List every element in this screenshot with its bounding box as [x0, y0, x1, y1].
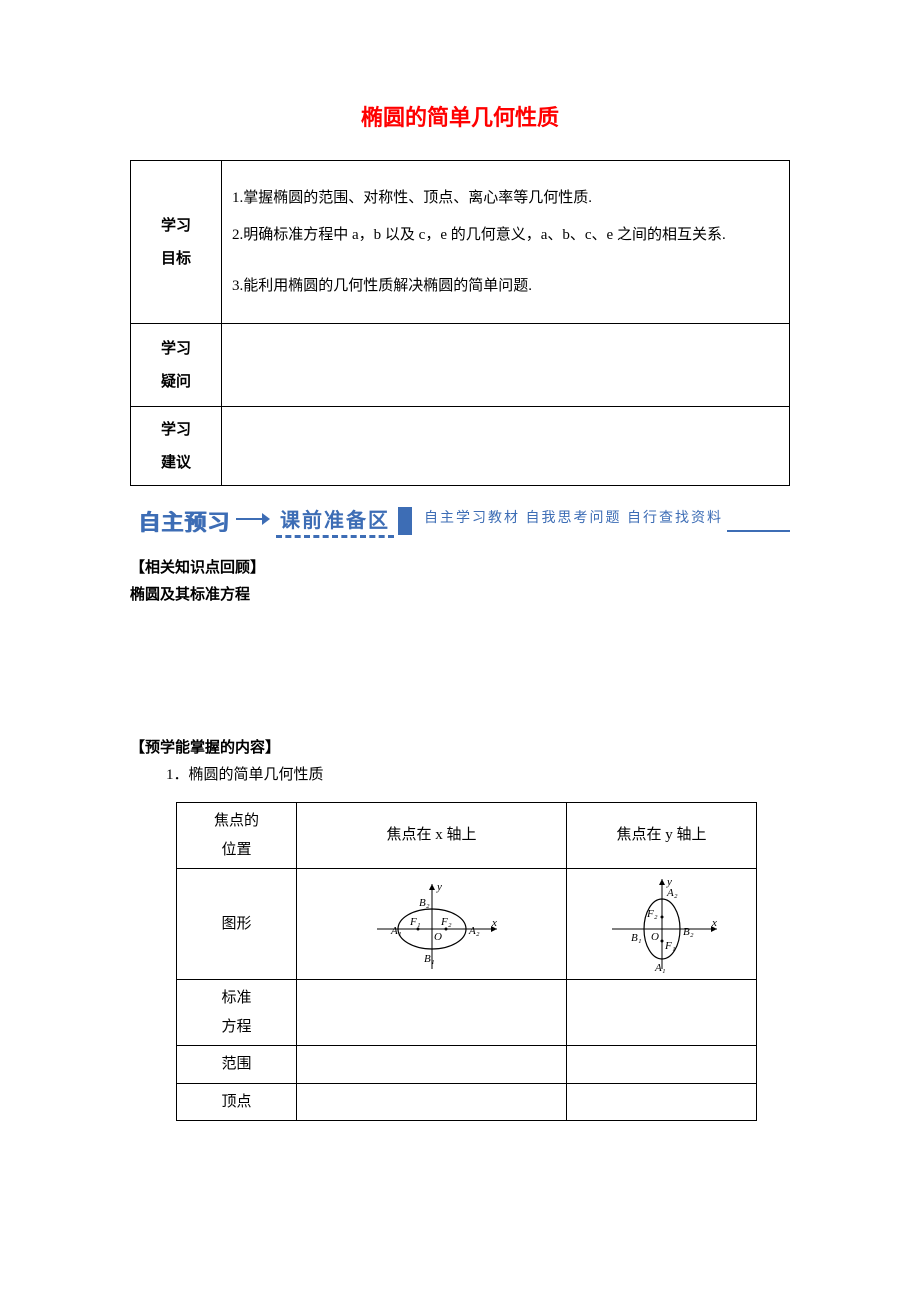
spacer	[130, 606, 790, 726]
advice-cell	[222, 407, 790, 486]
prop-row-eq-label: 标准 方程	[177, 980, 297, 1046]
questions-cell	[222, 324, 790, 407]
prop-header-label: 焦点的 位置	[177, 803, 297, 869]
prop-header-x: 焦点在 x 轴上	[297, 803, 567, 869]
prop-row-figure-label: 图形	[177, 869, 297, 980]
objective-1: 1.掌握椭圆的范围、对称性、顶点、离心率等几何性质.	[232, 182, 779, 215]
label-y: y	[436, 881, 442, 893]
prop-row-vertex-label: 顶点	[177, 1083, 297, 1121]
prop-eq-x	[297, 980, 567, 1046]
prop-vertex-y	[567, 1083, 757, 1121]
label-A2y: A₂	[666, 887, 678, 899]
label-F1y: F₁	[664, 940, 676, 952]
properties-table: 焦点的 位置 焦点在 x 轴上 焦点在 y 轴上 图形 A₁ A₂ B₂ B₁	[176, 802, 757, 1121]
label-F2: F₂	[440, 916, 452, 928]
banner-label: 课前准备区	[276, 504, 394, 538]
row-label-advice: 学习 建议	[131, 407, 222, 486]
page-title: 椭圆的简单几何性质	[130, 100, 790, 132]
objectives-cell: 1.掌握椭圆的范围、对称性、顶点、离心率等几何性质. 2.明确标准方程中 a，b…	[222, 161, 790, 324]
banner-underline	[727, 530, 790, 532]
label-A1y: A₁	[654, 962, 666, 974]
objective-3: 3.能利用椭圆的几何性质解决椭圆的简单问题.	[232, 270, 779, 303]
prop-row-range-label: 范围	[177, 1046, 297, 1084]
section-review-head: 【相关知识点回顾】	[130, 556, 790, 577]
prop-header-y: 焦点在 y 轴上	[567, 803, 757, 869]
label-B1y: B₁	[631, 932, 642, 944]
label-O: O	[434, 931, 442, 943]
label-B2y: B₂	[683, 926, 694, 938]
prop-vertex-x	[297, 1083, 567, 1121]
label-F2y: F₂	[646, 908, 658, 920]
section-banner: 自主预习 课前准备区 自主学习教材 自我思考问题 自行查找资料	[138, 504, 790, 538]
row-label-objectives: 学习 目标	[131, 161, 222, 324]
label-xy: x	[711, 917, 717, 929]
prop-eq-y	[567, 980, 757, 1046]
page: 椭圆的简单几何性质 学习 目标 1.掌握椭圆的范围、对称性、顶点、离心率等几何性…	[0, 0, 920, 1302]
prop-range-x	[297, 1046, 567, 1084]
banner-left-art: 自主预习	[138, 505, 230, 537]
figure-y-axis-ellipse: A₂ A₁ B₁ B₂ F₂ F₁ O x y	[567, 869, 757, 980]
label-yy: y	[666, 876, 672, 888]
label-A1: A₁	[390, 925, 402, 937]
banner-script: 自主学习教材 自我思考问题 自行查找资料	[424, 507, 723, 527]
row-label-questions: 学习 疑问	[131, 324, 222, 407]
arrow-right-icon	[236, 511, 270, 532]
label-F1: F₁	[409, 916, 421, 928]
objectives-table: 学习 目标 1.掌握椭圆的范围、对称性、顶点、离心率等几何性质. 2.明确标准方…	[130, 160, 790, 486]
prop-range-y	[567, 1046, 757, 1084]
label-Oy: O	[651, 931, 659, 943]
section-preview-head: 【预学能掌握的内容】	[130, 736, 790, 757]
banner-box-icon	[398, 507, 412, 535]
review-line: 椭圆及其标准方程	[130, 583, 790, 604]
figure-x-axis-ellipse: A₁ A₂ B₂ B₁ F₁ F₂ O x y	[297, 869, 567, 980]
label-B2: B₂	[419, 897, 430, 909]
label-x: x	[491, 917, 497, 929]
objective-2: 2.明确标准方程中 a，b 以及 c，e 的几何意义，a、b、c、e 之间的相互…	[232, 219, 779, 252]
label-A2: A₂	[468, 925, 480, 937]
label-B1: B₁	[424, 953, 435, 965]
preview-item-1: 1．椭圆的简单几何性质	[166, 763, 790, 784]
